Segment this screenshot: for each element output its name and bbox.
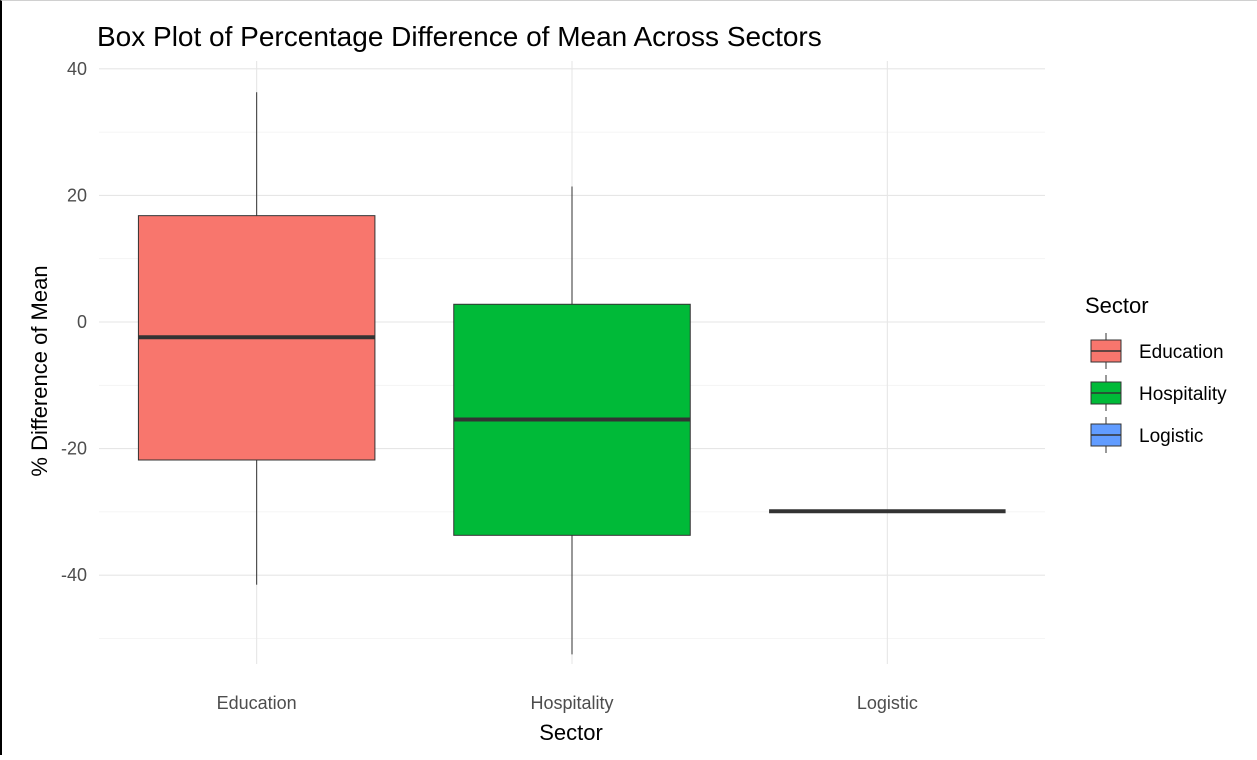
legend-label: Logistic xyxy=(1139,426,1203,447)
x-tick-label: Hospitality xyxy=(530,693,613,713)
y-tick-label: -40 xyxy=(61,565,87,585)
y-tick-label: 20 xyxy=(67,185,87,205)
legend-item-education: Education xyxy=(1090,333,1224,369)
y-tick-label: 0 xyxy=(77,312,87,332)
box-education xyxy=(137,92,376,585)
y-tick-label: -20 xyxy=(61,439,87,459)
legend-label: Education xyxy=(1139,342,1224,363)
legend-item-logistic: Logistic xyxy=(1090,417,1203,453)
legend: Sector Education Hospitality Logistic xyxy=(1085,293,1227,453)
boxes-layer xyxy=(137,92,1006,655)
y-tick-labels: -40 -20 0 20 40 xyxy=(61,59,87,585)
x-tick-labels: Education Hospitality Logistic xyxy=(217,693,918,713)
box-hospitality xyxy=(453,186,691,655)
y-axis-label: % Difference of Mean xyxy=(27,265,52,476)
legend-label: Hospitality xyxy=(1139,384,1227,405)
y-tick-label: 40 xyxy=(67,59,87,79)
x-axis-label: Sector xyxy=(539,720,603,745)
legend-item-hospitality: Hospitality xyxy=(1090,375,1227,411)
chart-title: Box Plot of Percentage Difference of Mea… xyxy=(97,21,822,52)
x-tick-label: Education xyxy=(217,693,297,713)
x-tick-label: Logistic xyxy=(857,693,918,713)
legend-title: Sector xyxy=(1085,293,1149,318)
